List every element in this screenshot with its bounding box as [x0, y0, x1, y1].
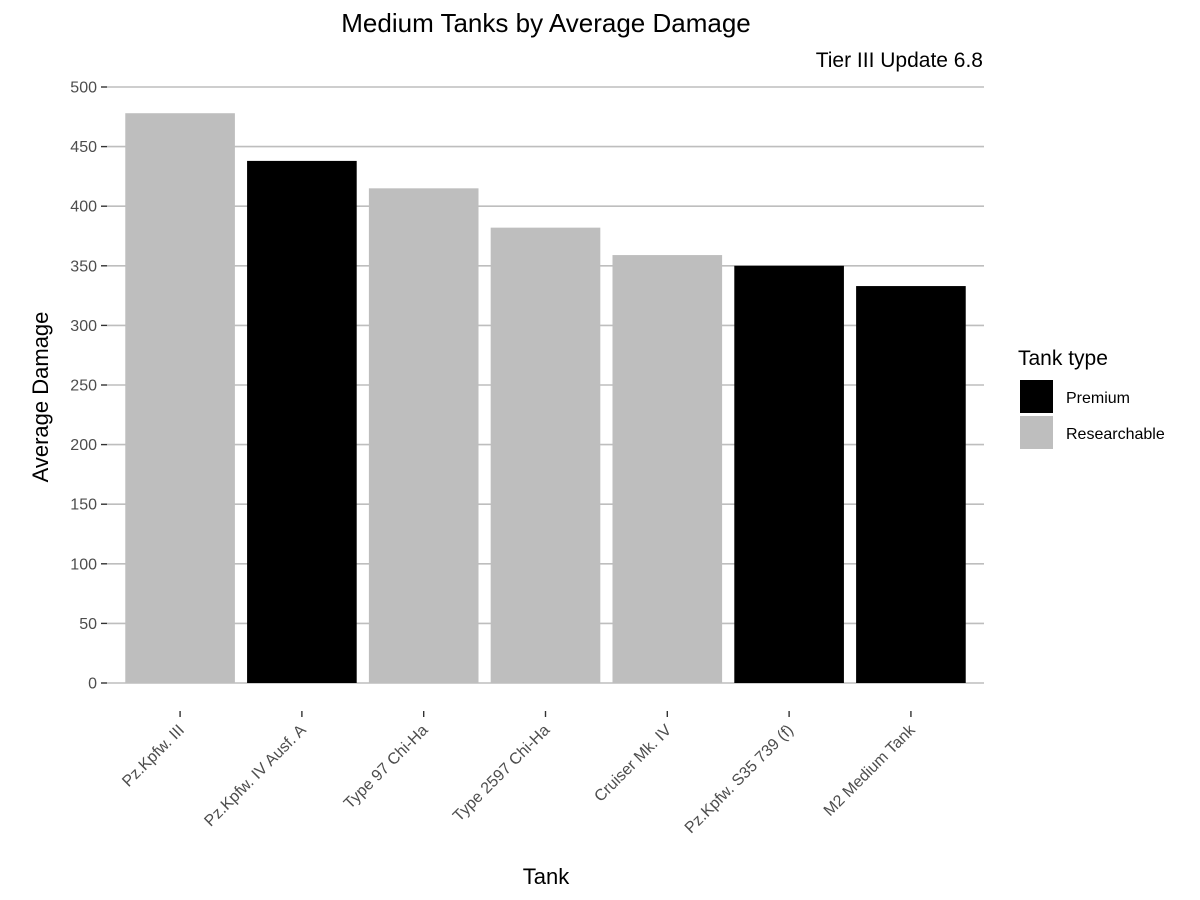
- y-tick-label: 350: [70, 258, 97, 275]
- x-tick-label: Pz.Kpfw. S35 739 (f): [682, 722, 797, 837]
- legend-label: Researchable: [1066, 426, 1165, 443]
- y-tick-label: 450: [70, 139, 97, 156]
- bar: [125, 113, 235, 683]
- x-axis-title: Tank: [523, 864, 570, 889]
- bar: [734, 265, 844, 683]
- x-axis: Pz.Kpfw. III Pz.Kpfw. IV Ausf. A Type 97 C…: [119, 711, 919, 837]
- x-tick-label: Type 97 Chi-Ha: [341, 722, 432, 813]
- bar: [856, 286, 966, 683]
- bar: [490, 227, 601, 683]
- chart-subtitle: Tier III Update 6.8: [816, 49, 983, 72]
- x-tick-label: Cruiser Mk. IV: [591, 722, 675, 806]
- bar: [612, 255, 723, 683]
- x-tick-label: Type 2597 Chi-Ha: [450, 722, 553, 825]
- y-tick-label: 500: [70, 80, 97, 97]
- y-tick-label: 50: [79, 616, 97, 633]
- y-tick-label: 300: [70, 318, 97, 335]
- y-tick-label: 250: [70, 378, 97, 395]
- legend-title: Tank type: [1018, 347, 1108, 370]
- bar: [247, 160, 357, 684]
- y-tick-label: 150: [70, 497, 97, 514]
- y-tick-label: 0: [88, 676, 97, 693]
- y-tick-label: 200: [70, 437, 97, 454]
- y-tick-label: 400: [70, 199, 97, 216]
- x-tick-label: Pz.Kpfw. IV Ausf. A: [201, 722, 309, 830]
- y-tick-label: 100: [70, 556, 97, 573]
- y-axis: 0 50 100 150 200 250 300 350 400 450 500: [70, 80, 107, 693]
- legend-swatch: [1020, 416, 1053, 449]
- bars: [125, 113, 966, 684]
- x-tick-label: Pz.Kpfw. III: [119, 722, 188, 791]
- legend: Tank type Premium Researchable: [1018, 347, 1165, 449]
- bar: [368, 188, 479, 683]
- legend-label: Premium: [1066, 390, 1130, 407]
- legend-swatch: [1020, 380, 1053, 413]
- y-axis-title: Average Damage: [28, 312, 53, 483]
- chart-title: Medium Tanks by Average Damage: [341, 8, 751, 38]
- x-tick-label: M2 Medium Tank: [821, 721, 920, 820]
